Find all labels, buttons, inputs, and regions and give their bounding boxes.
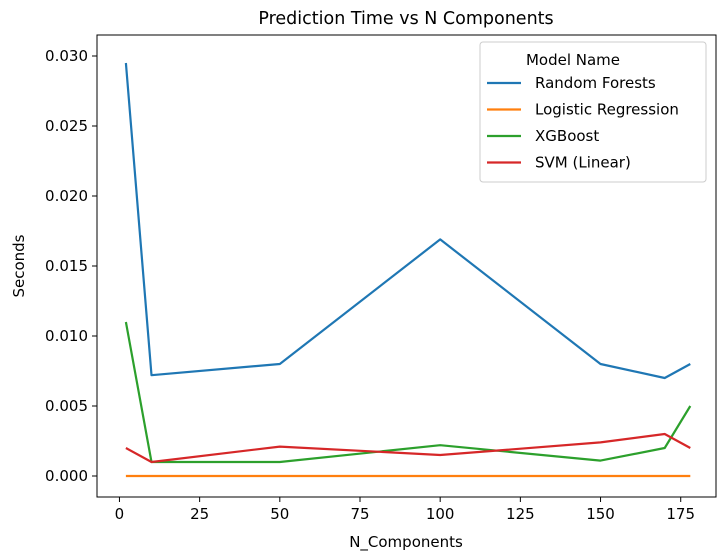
x-tick-label: 150 [586,505,615,523]
x-tick-label: 125 [506,505,535,523]
y-tick-label: 0.020 [45,187,88,205]
legend: Model Name Random Forests Logistic Regress… [479,41,707,183]
series-line-3 [125,432,691,464]
y-tick-label: 0.010 [45,327,88,345]
series-line-0 [124,62,691,380]
x-tick-label: 100 [426,505,455,523]
axes: 0 25 50 75 100 125 150 175 0.000 0.005 0.010 0.015 0… [45,34,717,523]
y-tick-label: 0.030 [45,47,88,65]
x-tick-label: 75 [350,505,369,523]
y-axis-label: Seconds [10,234,28,297]
y-tick-label: 0.025 [45,117,88,135]
x-tick-label: 0 [115,505,125,523]
plot-area [124,62,692,478]
y-tick-label: 0.015 [45,257,88,275]
x-tick-label: 175 [666,505,695,523]
legend-label: SVM (Linear) [535,154,631,172]
x-tick-label: 50 [270,505,289,523]
legend-box [479,41,707,183]
chart-title: Prediction Time vs N Components [258,9,553,29]
legend-label: Logistic Regression [535,101,679,119]
legend-label: XGBoost [535,127,599,145]
x-axis-label: N_Components [349,533,463,552]
legend-label: Random Forests [535,74,656,92]
y-tick-label: 0.005 [45,397,88,415]
x-tick-label: 25 [190,505,209,523]
legend-title: Model Name [526,51,620,69]
y-tick-label: 0.000 [45,467,88,485]
